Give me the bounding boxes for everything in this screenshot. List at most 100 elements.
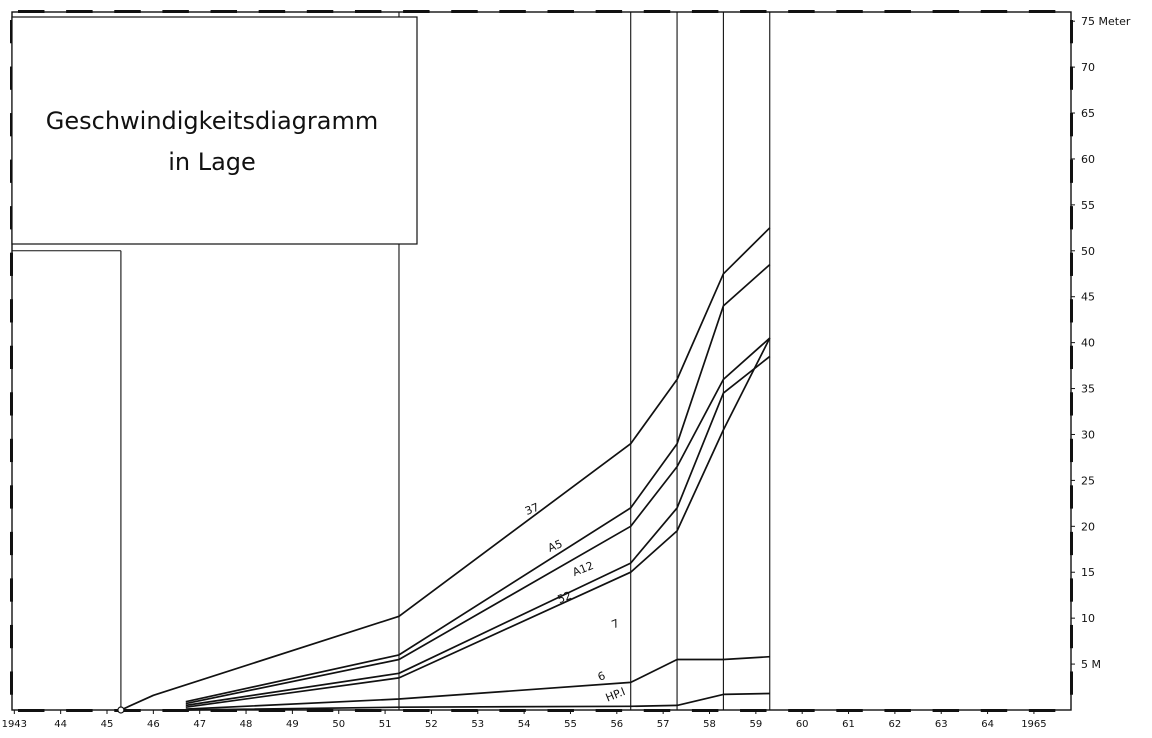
origin-marker: [117, 706, 125, 714]
series-label-37: 37: [523, 501, 541, 518]
border-dash-left: [10, 392, 13, 416]
border-dash-top: [836, 10, 863, 13]
y-tick-label: 20: [1081, 520, 1095, 533]
y-axis-ticks: 5 M 10 15 20 25 30 35 40 45 50 55 60 65 70 75 Meter: [1071, 15, 1131, 671]
x-tick-label: 50: [332, 719, 345, 730]
border-dash-top: [18, 10, 45, 13]
series-label-hp-i: HP.I: [604, 685, 627, 705]
series-lines: [117, 227, 771, 714]
border-dash-top: [691, 10, 719, 13]
border-dash-bottom: [162, 709, 189, 712]
border-dash-right: [1070, 531, 1073, 556]
border-dash-top: [258, 10, 286, 13]
border-dash-top: [66, 10, 93, 13]
border-dash-top: [499, 10, 526, 13]
series-label-52: 52: [556, 589, 574, 606]
border-dash-top: [595, 10, 623, 13]
border-dash-right: [1070, 671, 1073, 695]
y-tick-label: 5 M: [1081, 658, 1101, 671]
border-dash-bottom: [740, 709, 767, 712]
series-line-a5: [185, 263, 771, 703]
x-tick-label: 52: [425, 719, 438, 730]
border-dash-bottom: [306, 709, 334, 712]
border-dash-top: [884, 10, 911, 13]
border-dash-right: [1070, 113, 1073, 137]
x-tick-label: 58: [703, 719, 716, 730]
y-tick-label: 50: [1081, 245, 1095, 258]
border-dash-bottom: [258, 709, 286, 712]
x-axis-ticks: 1943 44 45 46 47 48 49 50 51 52 53 54 55 56 57 58 59 60 61…: [2, 710, 1047, 730]
border-dash-bottom: [451, 709, 478, 712]
y-tick-label: 70: [1081, 61, 1095, 74]
y-tick-label: 60: [1081, 153, 1095, 166]
border-dash-right: [1070, 392, 1073, 416]
border-dash-left: [10, 624, 13, 649]
border-dash-bottom: [643, 709, 671, 712]
border-dash-bottom: [1028, 709, 1056, 712]
border-dash-bottom: [884, 709, 911, 712]
y-tick-label: 65: [1081, 107, 1095, 120]
series-labels: 37 A5 A12 52 7 6HP.I: [523, 501, 627, 705]
border-dash-right: [1070, 159, 1073, 183]
border-dash-bottom: [18, 709, 45, 712]
x-tick-label: 45: [101, 719, 114, 730]
border-dash-top: [932, 10, 960, 13]
border-dash-right: [1070, 624, 1073, 649]
border-dash-bottom: [691, 709, 719, 712]
border-dash-top: [354, 10, 382, 13]
border-dash-left: [10, 299, 13, 323]
border-dash-left: [10, 438, 13, 463]
border-dash-bottom: [980, 709, 1008, 712]
series-label-6: 6: [596, 669, 607, 684]
y-tick-label: 55: [1081, 199, 1095, 212]
border-dash-bottom: [499, 709, 526, 712]
border-dash-top: [306, 10, 334, 13]
border-dash-top: [210, 10, 238, 13]
border-dash-bottom: [210, 709, 238, 712]
series-line-52: [185, 355, 771, 707]
border-dash-right: [1070, 485, 1073, 509]
x-tick-label: 55: [564, 719, 577, 730]
border-dash-top: [740, 10, 767, 13]
border-dash-right: [1070, 66, 1073, 90]
border-dash-top: [788, 10, 815, 13]
border-dash-right: [1070, 206, 1073, 230]
border-dash-bottom: [932, 709, 960, 712]
border-dash-bottom: [547, 709, 574, 712]
x-tick-label: 1965: [1021, 719, 1046, 730]
x-tick-label: 48: [240, 719, 253, 730]
border-dash-top: [1028, 10, 1056, 13]
x-tick-label: 44: [54, 719, 67, 730]
x-tick-label: 53: [471, 719, 484, 730]
series-line-7: [185, 337, 771, 709]
border-dash-top: [403, 10, 430, 13]
border-dash-top: [451, 10, 478, 13]
y-tick-label: 10: [1081, 612, 1095, 625]
border-dash-left: [10, 578, 13, 602]
x-tick-label: 62: [889, 719, 902, 730]
series-label-7: 7: [610, 617, 621, 632]
series-line-a12: [185, 337, 771, 705]
x-tick-label: 54: [518, 719, 531, 730]
y-tick-label: 40: [1081, 337, 1095, 350]
border-dash-left: [10, 531, 13, 556]
x-tick-label: 64: [981, 719, 994, 730]
border-dash-bottom: [403, 709, 430, 712]
border-dash-left: [10, 252, 13, 276]
x-tick-label: 1943: [2, 719, 27, 730]
x-tick-label: 63: [935, 719, 948, 730]
border-dash-bottom: [836, 709, 863, 712]
border-dash-top: [547, 10, 574, 13]
border-dash-bottom: [595, 709, 623, 712]
series-label-a12: A12: [571, 559, 596, 579]
border-dash-top: [114, 10, 141, 13]
y-tick-label: 75 Meter: [1081, 15, 1131, 28]
series-line-6: [185, 655, 770, 710]
y-tick-label: 45: [1081, 291, 1095, 304]
border-dash-bottom: [114, 709, 141, 712]
title-box: Geschwindigkeitsdiagramm in Lage: [11, 16, 418, 245]
border-dash-right: [1070, 438, 1073, 463]
border-dash-right: [1070, 345, 1073, 369]
border-dash-left: [10, 485, 13, 509]
